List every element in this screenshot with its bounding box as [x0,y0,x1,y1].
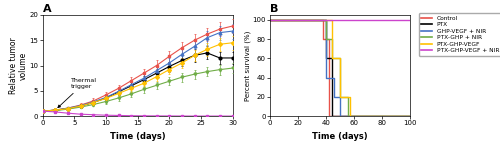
Text: A: A [42,4,51,14]
Text: B: B [270,4,278,14]
Y-axis label: Percent survival (%): Percent survival (%) [244,30,251,101]
X-axis label: Time (days): Time (days) [110,132,166,141]
Y-axis label: Relative tumor
volume: Relative tumor volume [8,37,28,94]
X-axis label: Time (days): Time (days) [312,132,368,141]
Legend: Control, PTX, GHP-VEGF + NIR, PTX-GHP + NIR, PTX-GHP-VEGF, PTX-GHP-VEGF + NIR: Control, PTX, GHP-VEGF + NIR, PTX-GHP + … [418,13,500,56]
Text: Thermal
trigger: Thermal trigger [58,78,97,108]
